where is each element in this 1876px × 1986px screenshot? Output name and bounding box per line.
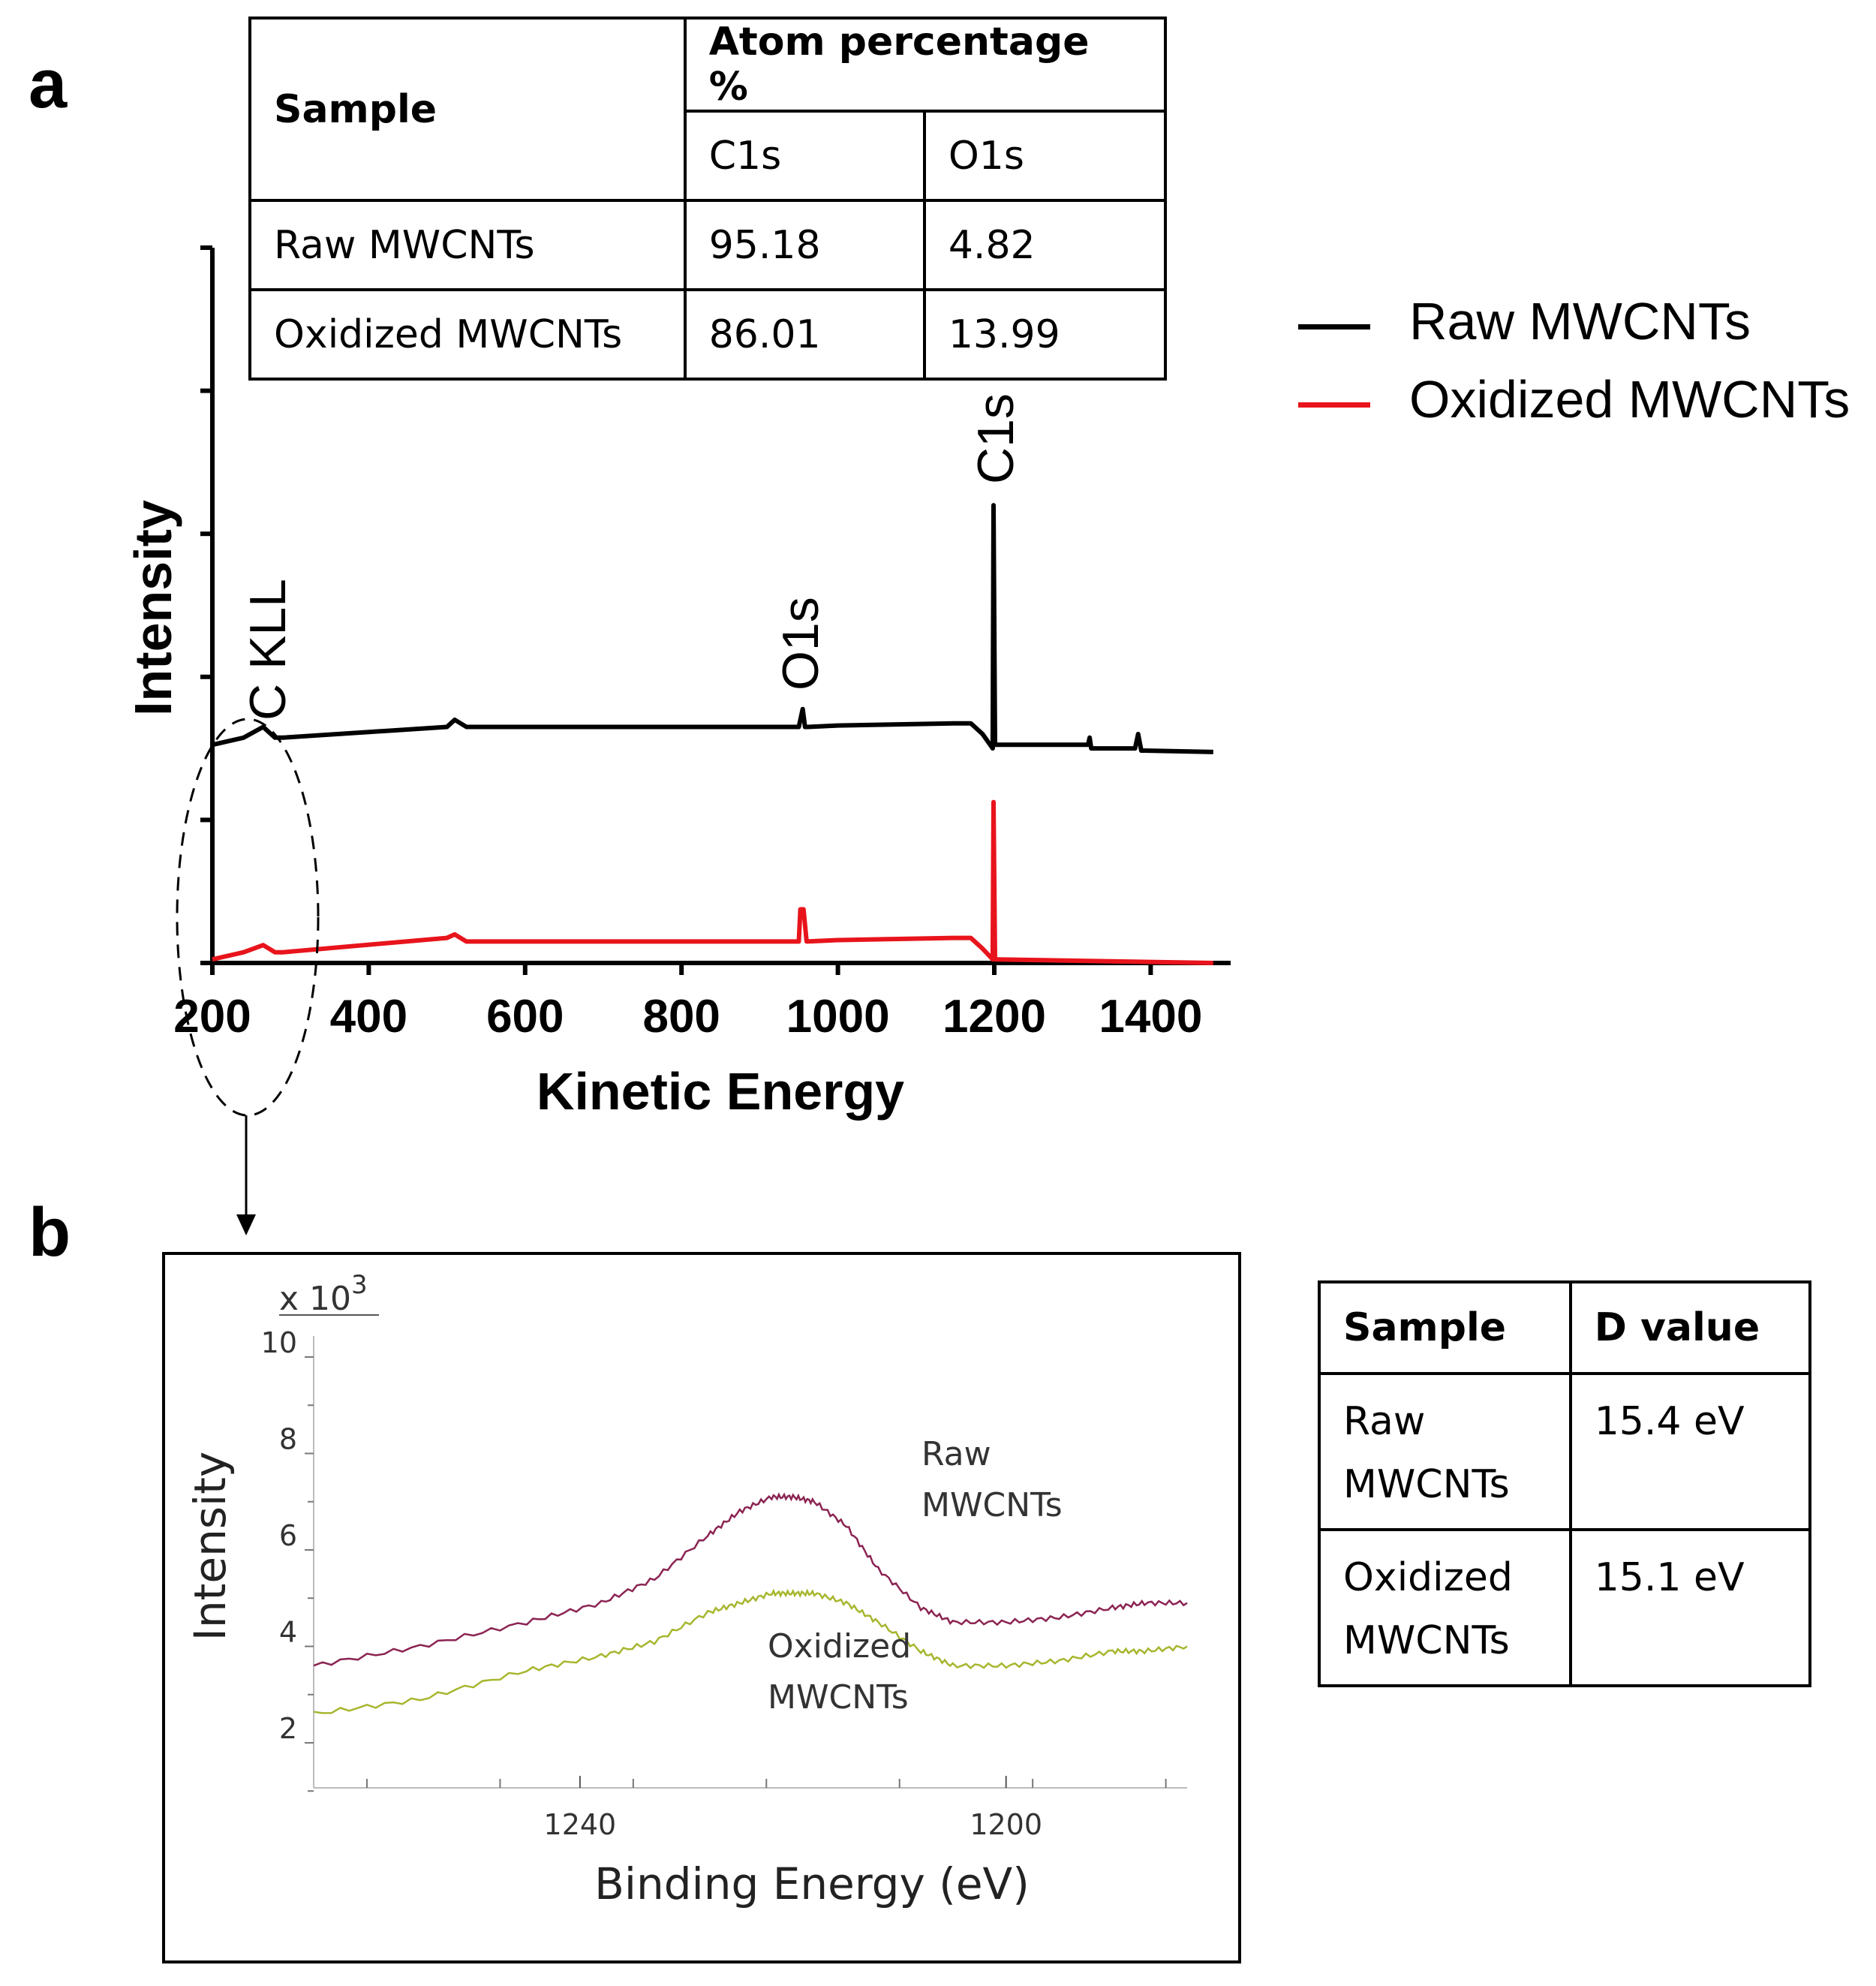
annotation-o1s: O1s [772, 597, 829, 691]
table-a-header-group: Atom percentage % [683, 17, 1168, 113]
chart-b-xlabel: Binding Energy (eV) [594, 1858, 1030, 1909]
chart-a-x-tick-label: 1000 [786, 991, 890, 1043]
legend-swatch-raw [1298, 324, 1370, 329]
table-row: Raw MWCNTs 95.18 4.82 [248, 199, 1168, 291]
table-b-header-sample: Sample [1318, 1280, 1572, 1375]
chart-b-ylabel: Intensity [185, 1452, 236, 1641]
legend-label-raw: Raw MWCNTs [1409, 292, 1751, 351]
table-row: Raw MWCNTs 15.4 eV [1318, 1372, 1812, 1531]
series-raw-line [212, 503, 1213, 754]
chart-a-xlabel: Kinetic Energy [537, 1062, 904, 1121]
chart-b-multiplier-exp: 3 [351, 1270, 368, 1300]
table-b-header-d: D value [1568, 1280, 1812, 1375]
chart-b-series [313, 1492, 1188, 1714]
table-a-header-sample: Sample [248, 17, 687, 202]
chart-b-multiplier: x 103 [279, 1270, 368, 1318]
chart-b-y-tick-label: 10 [261, 1326, 297, 1359]
chart-b-y-tick-label: 2 [279, 1712, 297, 1745]
d-value-table: Sample D value Raw MWCNTs 15.4 eV Oxidize… [1318, 1280, 1812, 1687]
chart-a-x-tick-label: 400 [330, 991, 407, 1043]
table-b-sample-cell: Raw MWCNTs [1318, 1372, 1572, 1531]
annotation-line: MWCNTs [768, 1678, 909, 1717]
chart-b-x-tick-label: 1200 [970, 1808, 1042, 1841]
table-b-sample-line1: Raw [1343, 1399, 1426, 1444]
series-oxidized-trace [313, 1588, 1188, 1714]
annotation-oxidized: Oxidized MWCNTs [768, 1627, 911, 1717]
callout-arrow-head [236, 1214, 256, 1235]
table-b-sample-line1: Oxidized [1343, 1555, 1513, 1600]
table-a-o1s-cell: 4.82 [922, 199, 1168, 291]
annotation-line: Raw [921, 1435, 991, 1473]
annotation-line: MWCNTs [921, 1486, 1063, 1524]
table-a-c1s-cell: 95.18 [683, 199, 926, 291]
c-kll-callout-ellipse [176, 718, 320, 1117]
annotation-raw-line1: Raw MWCNTs [921, 1435, 1063, 1524]
panel-label-b: b [29, 1194, 71, 1271]
chart-a-x-tick-label: 1400 [1099, 991, 1202, 1043]
chart-a-series [212, 503, 1213, 965]
table-b-sample-line2: MWCNTs [1343, 1618, 1510, 1663]
table-b-sample-line2: MWCNTs [1343, 1462, 1510, 1507]
series-raw-trace [313, 1492, 1188, 1667]
chart-a-x-tick-label: 200 [173, 991, 251, 1043]
chart-b-axes: 2 4 6 8 10 1240 1200 [261, 1326, 1187, 1841]
legend-swatch-oxidized [1298, 402, 1370, 408]
annotation-c1s: C1s [967, 393, 1024, 484]
atom-percentage-table: Sample Atom percentage % C1s O1s Raw MWC… [248, 17, 1168, 381]
chart-b-y-tick-label: 6 [279, 1519, 297, 1552]
chart-a-x-tick-label: 800 [642, 991, 720, 1043]
panel-b-frame [162, 1252, 1241, 1963]
table-a-sample-cell: Raw MWCNTs [248, 199, 687, 291]
table-a-col-o1s: O1s [922, 110, 1168, 202]
table-row: Oxidized MWCNTs 86.01 13.99 [248, 288, 1168, 381]
table-a-c1s-cell: 86.01 [683, 288, 926, 381]
chart-a-ylabel: Intensity [124, 500, 182, 716]
chart-b-x-tick-label: 1240 [544, 1808, 617, 1841]
table-a-o1s-cell: 13.99 [922, 288, 1168, 381]
table-a-col-c1s: C1s [683, 110, 926, 202]
chart-b-y-tick-label: 8 [279, 1423, 297, 1456]
panel-label-a: a [29, 46, 68, 122]
table-b-d-cell: 15.4 eV [1568, 1372, 1812, 1531]
chart-b-y-tick-label: 4 [279, 1616, 297, 1649]
chart-b-multiplier-base: x 10 [279, 1280, 351, 1318]
table-a-sample-cell: Oxidized MWCNTs [248, 288, 687, 381]
chart-a-x-tick-label: 1200 [943, 991, 1046, 1043]
chart-a-x-tick-label: 600 [486, 991, 564, 1043]
table-row: Oxidized MWCNTs 15.1 eV [1318, 1528, 1812, 1687]
annotation-line: Oxidized [768, 1627, 911, 1666]
legend-label-oxidized: Oxidized MWCNTs [1409, 370, 1850, 429]
annotation-c-kll: C KLL [239, 579, 296, 721]
table-b-d-cell: 15.1 eV [1568, 1528, 1812, 1687]
chart-a-axes: 200 400 600 800 1000 1200 1400 [173, 245, 1231, 1043]
table-b-sample-cell: Oxidized MWCNTs [1318, 1528, 1572, 1687]
series-oxidized-line [212, 799, 1213, 965]
